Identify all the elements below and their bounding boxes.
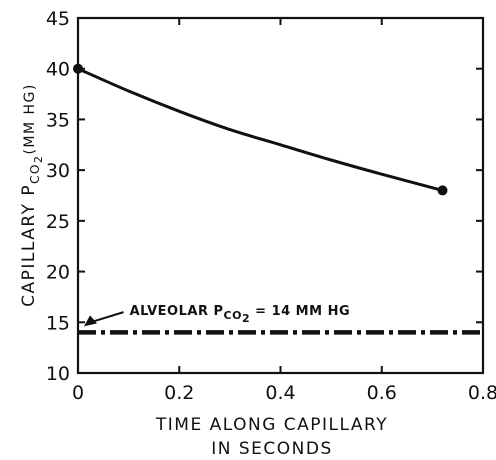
x-axis-label-line2: IN SECONDS [211, 439, 333, 459]
y-tick-label: 40 [46, 59, 70, 81]
annotation-arrow [89, 311, 124, 324]
series-layer [73, 63, 483, 335]
y-tick-label: 20 [46, 262, 70, 284]
y-tick-label: 30 [46, 160, 70, 182]
annotation-text: ALVEOLAR PCO2 = 14 MM HG [130, 304, 351, 325]
x-axis-label-line1: TIME ALONG CAPILLARY [155, 415, 388, 435]
plot-frame [76, 16, 485, 375]
y-tick-label: 35 [46, 109, 70, 131]
x-tick-label: 0.2 [164, 382, 194, 404]
y-tick-label: 45 [46, 8, 70, 30]
x-tick-label: 0.6 [367, 382, 397, 404]
y-tick-label: 15 [46, 312, 70, 334]
capillary-pco2-line [77, 67, 443, 192]
x-tick-label: 0 [72, 382, 84, 404]
y-tick-labels: 10 15 20 25 30 35 40 45 [46, 8, 70, 385]
x-tick-label: 0.4 [265, 382, 295, 404]
y-tick-label: 25 [46, 211, 70, 233]
annotation-arrowhead [84, 315, 97, 327]
x-tick-labels: 0 0.2 0.4 0.6 0.8 [72, 382, 496, 404]
alveolar-annotation: ALVEOLAR PCO2 = 14 MM HG [84, 304, 351, 327]
start-point [73, 63, 83, 74]
y-tick-label: 10 [46, 363, 70, 385]
y-axis-label: CAPILLARY PCO2(MM HG) [19, 83, 45, 307]
tick-marks [77, 17, 484, 374]
end-point [437, 185, 448, 196]
x-tick-label: 0.8 [468, 382, 496, 404]
